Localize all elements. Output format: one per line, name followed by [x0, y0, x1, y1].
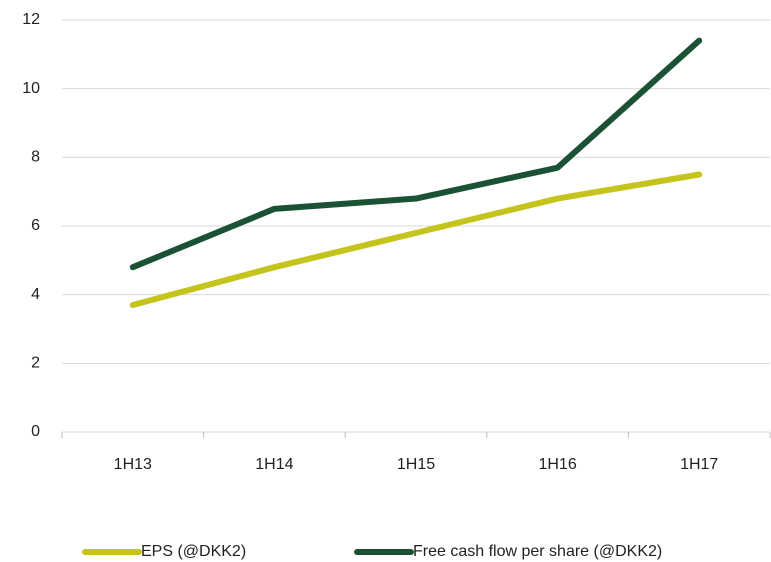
y-tick-label: 8 [31, 149, 40, 166]
y-tick-label: 4 [31, 286, 40, 303]
y-tick-label: 12 [22, 11, 40, 28]
x-tick-label: 1H15 [397, 456, 435, 473]
x-tick-label: 1H14 [255, 456, 293, 473]
y-tick-label: 0 [31, 423, 40, 440]
legend-label: Free cash flow per share (@DKK2) [413, 543, 662, 560]
y-tick-label: 10 [22, 80, 40, 97]
x-tick-label: 1H16 [538, 456, 576, 473]
legend-label: EPS (@DKK2) [141, 543, 246, 560]
x-tick-label: 1H13 [114, 456, 152, 473]
series-line [129, 171, 703, 308]
x-tick-label: 1H17 [680, 456, 718, 473]
series-line [129, 37, 703, 271]
y-tick-label: 6 [31, 217, 40, 234]
y-tick-label: 2 [31, 355, 40, 372]
